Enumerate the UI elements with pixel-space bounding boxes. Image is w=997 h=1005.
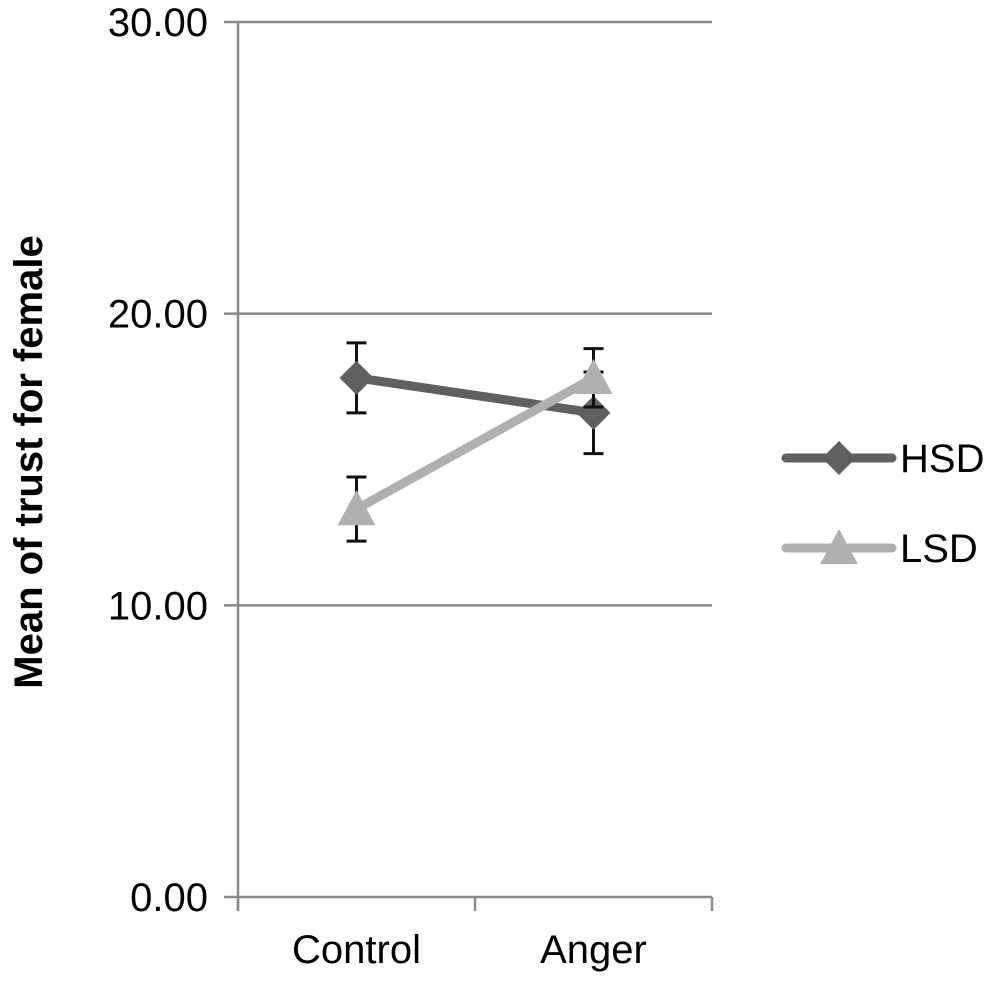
y-tick-label: 10.00 <box>108 584 208 628</box>
y-tick-label: 0.00 <box>130 876 208 920</box>
legend-label: HSD <box>900 437 984 481</box>
data-point <box>339 360 374 395</box>
legend-label: LSD <box>900 527 978 571</box>
series-line <box>352 373 598 418</box>
x-tick-label: Control <box>292 928 421 972</box>
y-tick-label: 30.00 <box>108 1 208 45</box>
legend-marker <box>822 441 856 475</box>
legend-marker <box>820 529 858 565</box>
data-point <box>574 358 613 394</box>
grid-lines <box>238 20 712 607</box>
series-line <box>352 373 598 514</box>
y-tick-label: 20.00 <box>108 293 208 337</box>
axes <box>224 20 714 911</box>
series-hsd <box>339 341 611 456</box>
data-point <box>337 490 376 526</box>
data-point <box>576 395 611 430</box>
x-tick-label: Anger <box>540 928 647 972</box>
series-group <box>337 341 613 543</box>
series-lsd <box>337 347 613 543</box>
y-tick-labels: 0.00 10.00 20.00 30.00 <box>108 1 208 920</box>
x-tick-labels: Control Anger <box>292 928 647 972</box>
y-axis-title: Mean of trust for female <box>7 235 51 688</box>
legend: HSD LSD <box>781 437 984 571</box>
legend-item-lsd: LSD <box>781 527 978 571</box>
legend-item-hsd: HSD <box>781 437 984 481</box>
